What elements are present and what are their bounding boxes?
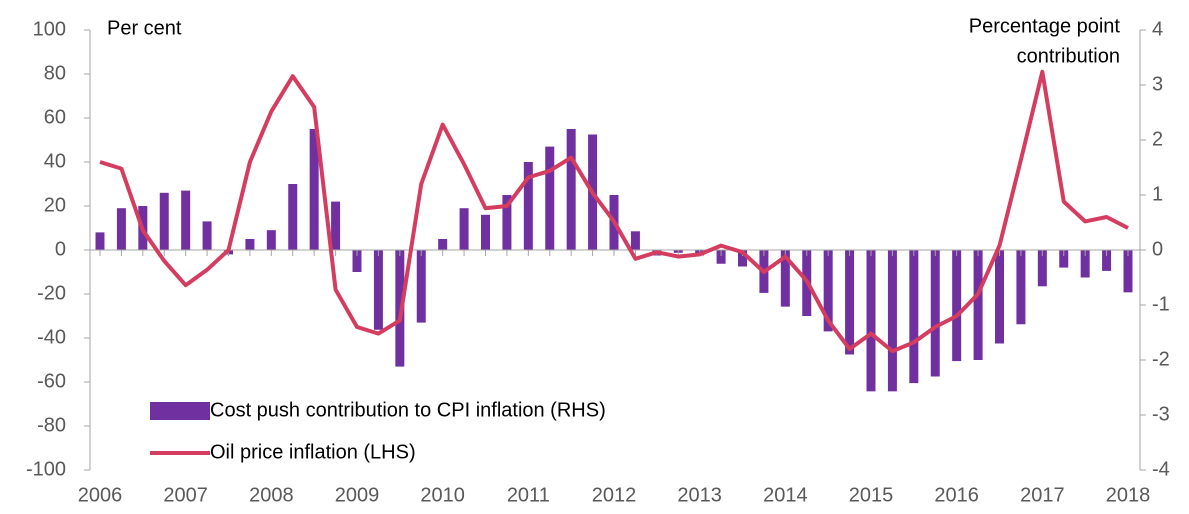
- bar: [738, 250, 747, 267]
- bar: [823, 250, 833, 332]
- bar: [887, 250, 897, 392]
- bar: [780, 250, 790, 307]
- y-tick-label: 100: [33, 18, 66, 40]
- bar: [266, 230, 276, 250]
- bar: [973, 250, 983, 360]
- bar: [930, 250, 940, 377]
- left-unit: Per cent: [107, 17, 182, 39]
- bar: [416, 250, 426, 323]
- x-tick-label: 2013: [677, 484, 722, 506]
- bar: [331, 201, 341, 250]
- bar: [438, 239, 448, 250]
- bar: [630, 231, 640, 250]
- bar: [1080, 250, 1090, 278]
- y2-tick-label: 0: [1152, 238, 1163, 260]
- y2-tick-label: 2: [1152, 128, 1163, 150]
- bar: [481, 214, 490, 250]
- x-tick-label: 2010: [420, 484, 465, 506]
- y-tick-label: -80: [37, 414, 66, 436]
- bar: [116, 208, 126, 250]
- bar: [845, 250, 855, 355]
- y2-tick-label: 1: [1152, 183, 1163, 205]
- bar: [309, 129, 319, 250]
- x-tick-label: 2017: [1020, 484, 1065, 506]
- bar: [181, 190, 191, 250]
- legend-label: Oil price inflation (LHS): [210, 441, 416, 463]
- bar: [909, 250, 919, 384]
- line: [99, 69, 1129, 354]
- bar: [545, 146, 555, 250]
- y2-tick-label: -1: [1152, 293, 1170, 315]
- bar: [952, 250, 962, 362]
- bar: [459, 208, 469, 250]
- legend-swatch: [150, 402, 210, 420]
- y-tick-label: 40: [44, 150, 66, 172]
- bar: [352, 250, 362, 272]
- y2-tick-label: -3: [1152, 403, 1170, 425]
- bar: [866, 250, 876, 392]
- bar: [502, 195, 512, 250]
- bar: [995, 250, 1004, 344]
- x-tick-label: 2008: [249, 484, 294, 506]
- y-tick-label: 20: [44, 194, 66, 216]
- bar: [566, 129, 576, 250]
- bar: [1016, 250, 1026, 325]
- y-tick-label: 0: [55, 238, 66, 260]
- y2-tick-label: -4: [1152, 458, 1170, 480]
- bar: [159, 192, 169, 250]
- bar: [95, 232, 105, 250]
- y-tick-label: -20: [37, 282, 66, 304]
- bar: [288, 184, 298, 250]
- y2-tick-label: 3: [1152, 73, 1163, 95]
- y-tick-label: 80: [44, 62, 66, 84]
- x-tick-label: 2011: [507, 484, 550, 506]
- right-unit: Percentage point: [969, 15, 1121, 37]
- bar: [373, 250, 383, 330]
- bar: [1059, 250, 1069, 268]
- x-tick-label: 2006: [78, 484, 123, 506]
- bar: [1037, 250, 1047, 287]
- bar: [202, 221, 212, 250]
- y2-tick-label: -2: [1152, 348, 1170, 370]
- x-tick-label: 2015: [849, 484, 894, 506]
- x-tick-label: 2012: [592, 484, 637, 506]
- y2-tick-label: 4: [1152, 18, 1163, 40]
- x-tick-label: 2007: [163, 484, 208, 506]
- bar: [523, 162, 533, 250]
- x-tick-label: 2014: [763, 484, 808, 506]
- bar: [1123, 250, 1133, 293]
- legend-label: Cost push contribution to CPI inflation …: [210, 399, 606, 421]
- bar: [716, 250, 726, 264]
- x-tick-label: 2018: [1106, 484, 1151, 506]
- x-tick-label: 2016: [934, 484, 979, 506]
- y-tick-label: -60: [37, 370, 66, 392]
- y-tick-label: 60: [44, 106, 66, 128]
- y-tick-label: -40: [37, 326, 66, 348]
- bar: [1102, 250, 1112, 271]
- right-unit: contribution: [1017, 45, 1120, 67]
- x-tick-label: 2009: [335, 484, 380, 506]
- bar: [245, 239, 255, 250]
- y-tick-label: -100: [26, 458, 66, 480]
